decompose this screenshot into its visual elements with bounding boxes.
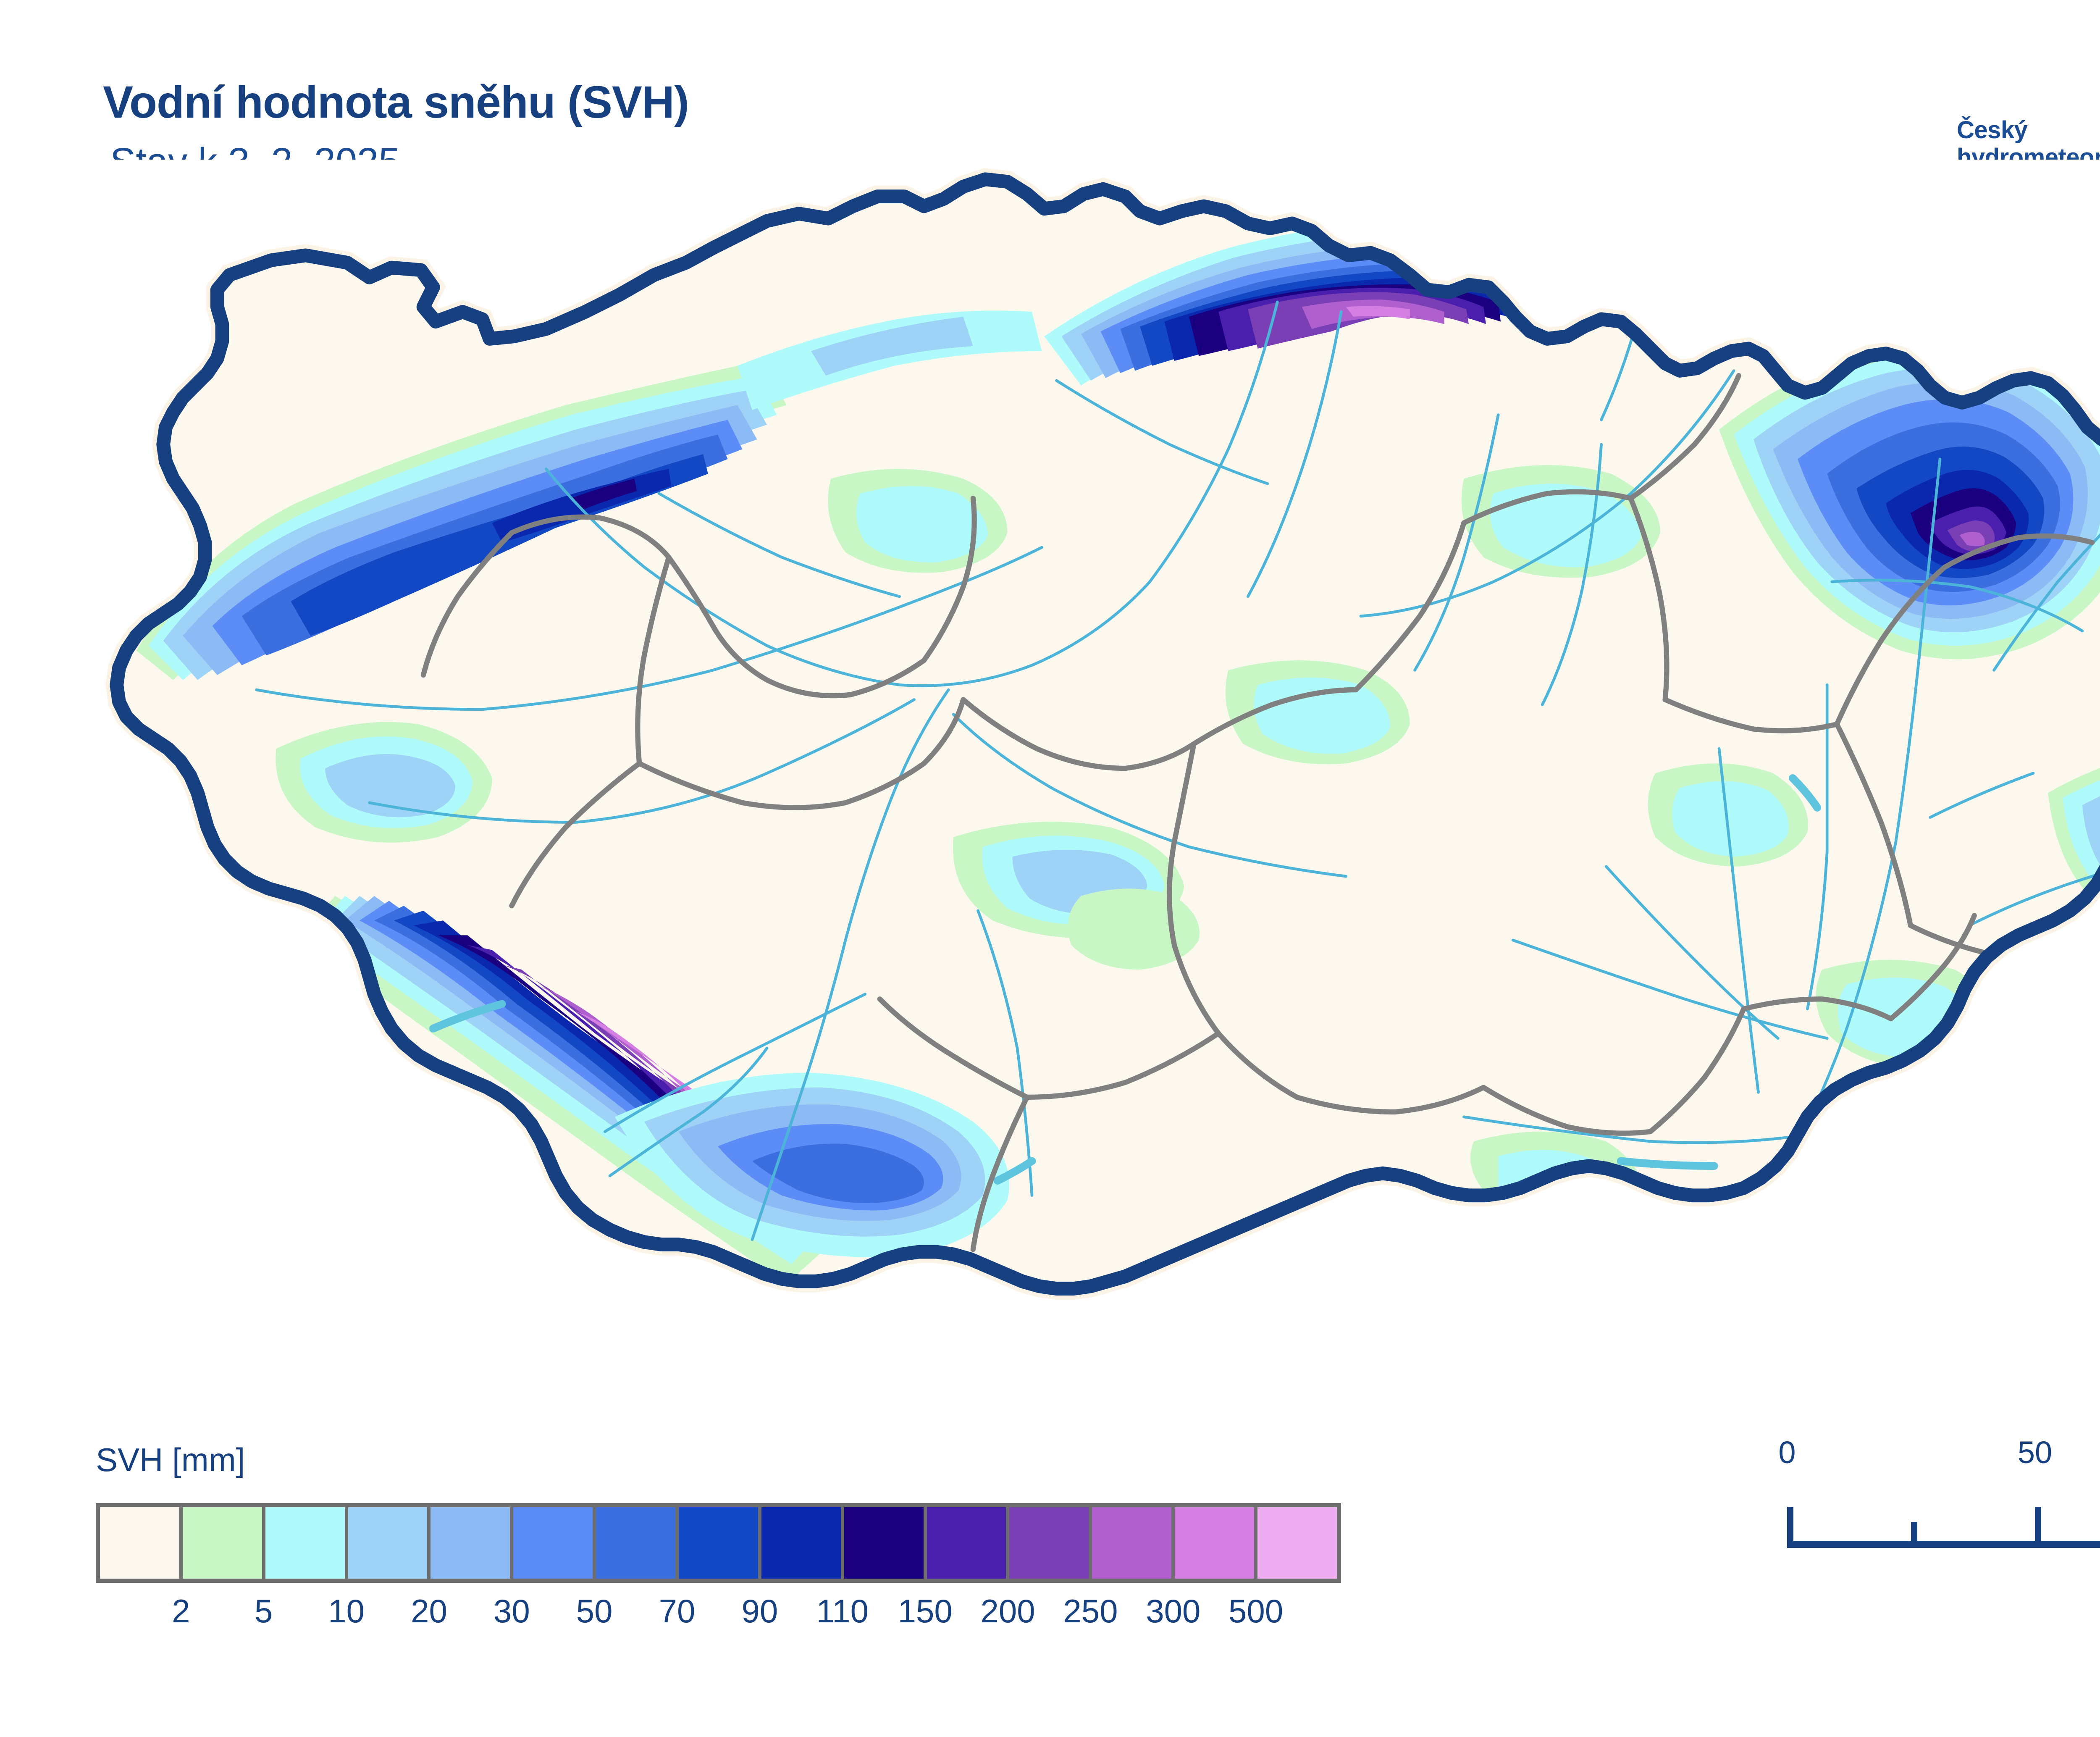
legend-tick-labels: 2 5 10 20 30 50 70 90 110 150 200 250 300 500 <box>96 1592 1341 1642</box>
scale-bar-graphic <box>1787 1498 2100 1548</box>
legend-swatch-9 <box>844 1507 924 1579</box>
legend-tick-200: 200 <box>980 1592 1035 1629</box>
legend-tick-30: 30 <box>493 1592 530 1629</box>
legend-swatch-2 <box>265 1507 345 1579</box>
legend-swatch-3 <box>348 1507 428 1579</box>
legend-tick-10: 10 <box>328 1592 365 1629</box>
legend-colorbar <box>96 1503 1341 1583</box>
legend-tick-90: 90 <box>741 1592 778 1629</box>
scale-tick-major-0 <box>1787 1507 1793 1548</box>
legend-tick-500: 500 <box>1228 1592 1284 1629</box>
legend-swatch-5 <box>513 1507 593 1579</box>
legend-title: SVH [mm] <box>96 1441 245 1478</box>
svh-zone-jizerske <box>737 310 1042 410</box>
legend-swatch-7 <box>679 1507 758 1579</box>
legend-tick-50: 50 <box>576 1592 613 1629</box>
legend-swatch-14 <box>1257 1507 1337 1579</box>
svh-zone-jeseniky <box>1719 345 2100 660</box>
legend-tick-2: 2 <box>172 1592 190 1629</box>
logo-line-1: Český <box>1957 116 2028 144</box>
scale-bar: 050100 km <box>1778 1435 2100 1569</box>
legend-swatch-0 <box>100 1507 179 1579</box>
legend-swatch-11 <box>1009 1507 1089 1579</box>
legend: SVH [mm] 2 5 10 20 30 50 70 90 110 150 200 250 300 50… <box>96 1441 1364 1651</box>
page-title: Vodní hodnota sněhu (SVH) <box>103 76 689 127</box>
scale-label-1: 50 <box>2017 1435 2053 1470</box>
legend-swatch-1 <box>182 1507 262 1579</box>
legend-tick-300: 300 <box>1146 1592 1201 1629</box>
svh-raster-layer <box>136 218 2100 1284</box>
legend-tick-70: 70 <box>659 1592 696 1629</box>
legend-swatch-6 <box>596 1507 676 1579</box>
legend-swatch-8 <box>761 1507 841 1579</box>
scale-bar-baseline <box>1787 1541 2100 1548</box>
region-borders <box>420 373 2100 1252</box>
legend-swatch-4 <box>430 1507 510 1579</box>
svh-choropleth-map[interactable] <box>0 160 2100 1441</box>
legend-swatch-13 <box>1175 1507 1255 1579</box>
legend-tick-150: 150 <box>898 1592 953 1629</box>
svh-zone-sumava <box>300 896 1009 1284</box>
scale-tick-major-1 <box>2035 1507 2041 1548</box>
legend-tick-110: 110 <box>816 1592 869 1629</box>
country-border <box>110 172 2100 1296</box>
scale-label-0: 0 <box>1778 1435 1796 1470</box>
legend-swatch-12 <box>1092 1507 1172 1579</box>
legend-swatch-10 <box>927 1507 1006 1579</box>
scale-bar-labels: 050100 km <box>1778 1435 2100 1481</box>
legend-tick-20: 20 <box>411 1592 447 1629</box>
scale-tick-minor-0 <box>1911 1522 1917 1548</box>
legend-tick-250: 250 <box>1063 1592 1118 1629</box>
legend-tick-5: 5 <box>255 1592 273 1629</box>
map-canvas[interactable] <box>0 160 2100 1441</box>
